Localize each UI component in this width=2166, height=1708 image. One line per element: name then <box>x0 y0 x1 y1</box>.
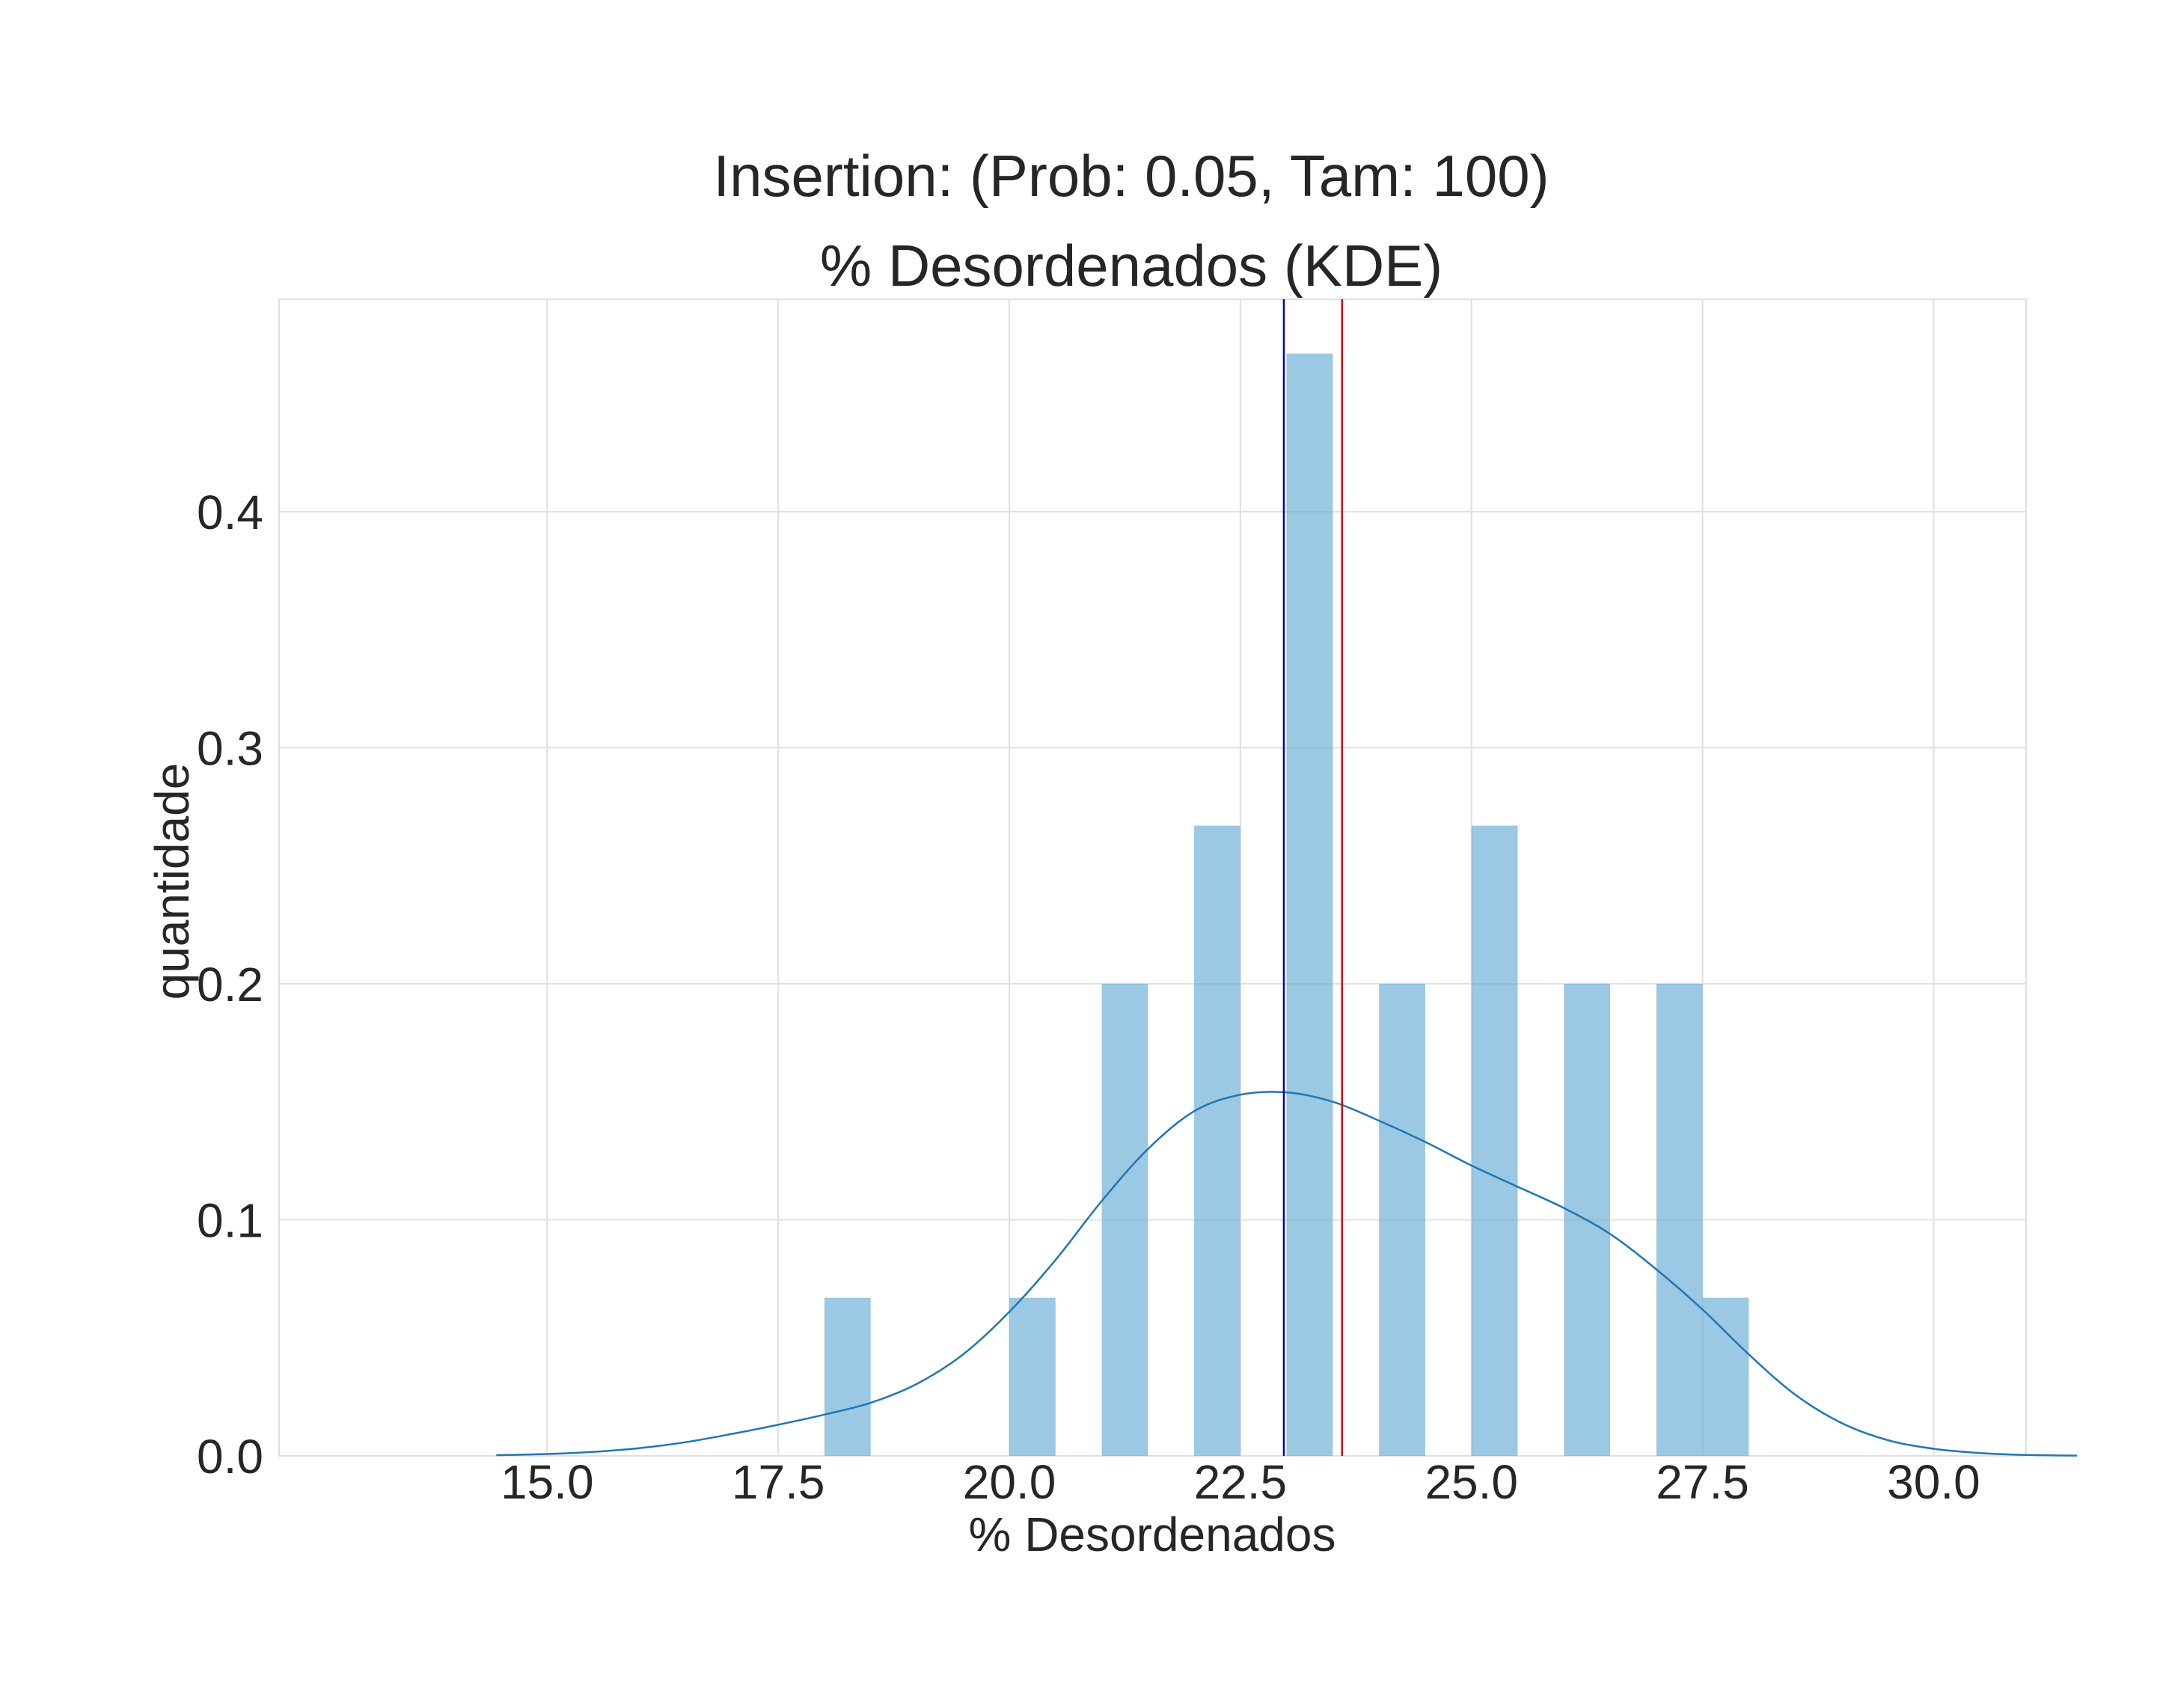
y-tick-label: 0.2 <box>197 958 263 1011</box>
plot-background <box>278 299 2027 1457</box>
histogram-bar <box>1471 825 1518 1456</box>
histogram-bar <box>1656 983 1703 1456</box>
vertical-reference-lines <box>1282 299 1344 1456</box>
x-tick-label: 27.5 <box>1656 1455 1749 1509</box>
x-tick-label: 20.0 <box>963 1455 1056 1509</box>
kde-curve <box>496 1091 2077 1457</box>
x-tick-label: 25.0 <box>1425 1455 1518 1509</box>
y-tick-label: 0.0 <box>197 1430 263 1484</box>
y-tick-label: 0.1 <box>197 1193 263 1247</box>
y-tick-label: 0.3 <box>197 721 263 775</box>
histogram-bar <box>1194 825 1240 1456</box>
chart-title-line1: Insertion: (Prob: 0.05, Tam: 100) <box>713 143 1549 209</box>
x-tick-label: 22.5 <box>1194 1455 1288 1509</box>
histogram-bar <box>824 1297 871 1456</box>
histogram-bar <box>1379 983 1425 1456</box>
x-tick-label: 30.0 <box>1887 1455 1980 1509</box>
histogram-bar <box>1286 353 1333 1456</box>
histogram-bar <box>1702 1297 1749 1456</box>
kde-curve-group <box>496 1091 2077 1457</box>
x-tick-label: 17.5 <box>732 1455 825 1509</box>
tick-labels: 15.0 17.5 20.0 22.5 25.0 27.5 30.0 0.0 0.1 0.2 0.3… <box>197 486 1980 1509</box>
y-tick-label: 0.4 <box>197 486 263 539</box>
histogram-bars <box>824 353 1749 1456</box>
histogram-bar <box>1009 1297 1056 1456</box>
x-tick-label: 15.0 <box>501 1455 594 1509</box>
chart-title-line2: % Desordenados (KDE) <box>820 233 1443 299</box>
y-axis-label: quantidade <box>145 763 199 1000</box>
histogram-bar <box>1101 983 1148 1456</box>
x-axis-label: % Desordenados <box>969 1507 1336 1561</box>
